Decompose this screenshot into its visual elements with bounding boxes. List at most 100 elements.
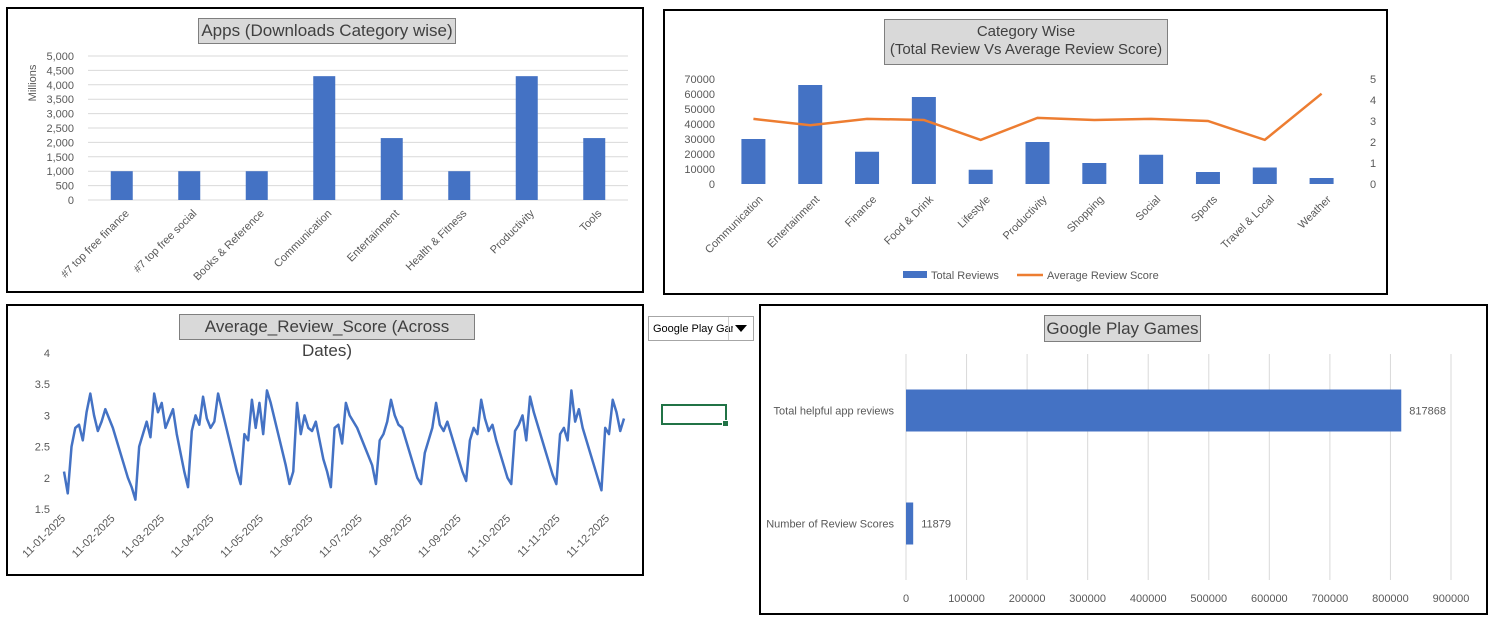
- y-tick-label: 1,500: [46, 152, 74, 164]
- category-chart-panel[interactable]: Category Wise (Total Review Vs Average R…: [663, 9, 1388, 295]
- y-tick-label: 1.5: [35, 504, 50, 516]
- games-chart-panel[interactable]: Google Play Games 0 100000 200000 300000 400…: [759, 304, 1488, 615]
- y-tick-label: 4,000: [46, 80, 74, 92]
- x-tick-label: Entertainment: [765, 194, 822, 251]
- y2-tick-label: 2: [1370, 137, 1376, 149]
- x-tick-label: Sports: [1189, 193, 1220, 224]
- x-tick-label: Tools: [578, 207, 605, 234]
- bar: [178, 171, 201, 200]
- x-tick-label: Shopping: [1065, 194, 1106, 235]
- y-tick-label: 0: [709, 179, 715, 191]
- bar: [1082, 163, 1107, 184]
- y-axis-label: Millions: [27, 64, 39, 101]
- bar: [245, 171, 268, 200]
- y-tick-label: 40000: [684, 119, 715, 131]
- x-tick-label: Communication: [272, 208, 335, 271]
- x-tick-label: 11-01-2025: [20, 513, 68, 561]
- x-tick-label: 11-03-2025: [119, 513, 167, 561]
- bar: [1025, 142, 1050, 184]
- x-tick-label: 500000: [1190, 593, 1227, 605]
- x-tick-label: Productivity: [488, 207, 537, 256]
- category-chart-title-line1: Category Wise: [976, 23, 1076, 40]
- bar: [1195, 172, 1220, 184]
- category-chart: 0 10000 20000 30000 40000 50000 60000 70000 0 1 2 3…: [684, 74, 1376, 282]
- game-filter-value: Google Play Games: [653, 322, 733, 335]
- y-tick-label: 2,500: [46, 123, 74, 135]
- x-tick-label: #7 top free finance: [59, 208, 132, 281]
- x-tick-label: 200000: [1009, 593, 1046, 605]
- x-tick-label: Communication: [703, 194, 766, 257]
- bar: [448, 171, 471, 200]
- x-tick-label: Social: [1134, 194, 1164, 224]
- y2-tick-label: 1: [1370, 158, 1376, 170]
- x-tick-label: Productivity: [1001, 193, 1050, 242]
- x-tick-label: Travel & Local: [1219, 194, 1277, 252]
- x-tick-label: Weather: [1296, 193, 1334, 231]
- legend-swatch-bars: [903, 271, 927, 278]
- x-tick-label: 0: [903, 593, 909, 605]
- y-tick-label: 3.5: [35, 379, 50, 391]
- bar: [741, 139, 766, 184]
- y-tick-label: 3,500: [46, 94, 74, 106]
- bar: [906, 389, 1402, 432]
- y-tick-label: 4: [44, 348, 50, 360]
- x-tick-label: 700000: [1312, 593, 1349, 605]
- x-tick-label: 100000: [948, 593, 985, 605]
- dates-chart: 1.5 2 2.5 3 3.5 4 11-01-2025 11-02-2025 11-03-20…: [20, 348, 626, 561]
- game-filter-dropdown[interactable]: Google Play Games: [648, 316, 754, 341]
- bar: [583, 138, 606, 200]
- bar: [1139, 154, 1164, 184]
- x-tick-label: Lifestyle: [956, 194, 993, 231]
- dates-chart-title: Average_Review_Score (Across Dates): [179, 314, 475, 360]
- y-tick-label: 4,500: [46, 65, 74, 77]
- bar: [968, 169, 993, 184]
- x-tick-label: 11-04-2025: [169, 513, 217, 561]
- y-tick-label: 2.5: [35, 442, 50, 454]
- y-category-label: Number of Review Scores: [766, 519, 894, 531]
- x-tick-label: Books & Reference: [191, 208, 267, 284]
- y-tick-label: 20000: [684, 149, 715, 161]
- y-tick-label: 5,000: [46, 51, 74, 63]
- bar: [110, 171, 133, 200]
- bar: [313, 76, 336, 200]
- y2-tick-label: 5: [1370, 74, 1376, 86]
- bar: [380, 138, 403, 200]
- selected-cell[interactable]: [661, 404, 729, 427]
- x-tick-label: Entertainment: [345, 208, 402, 265]
- x-tick-label: 11-05-2025: [218, 513, 266, 561]
- downloads-chart-panel[interactable]: Apps (Downloads Category wise) 0 500 1,000…: [6, 7, 644, 293]
- bar: [798, 85, 823, 184]
- y-tick-label: 3: [44, 410, 50, 422]
- y-tick-label: 70000: [684, 74, 715, 86]
- y2-tick-label: 4: [1370, 95, 1376, 107]
- dates-chart-panel[interactable]: Average_Review_Score (Across Dates) 1.5 2…: [6, 304, 644, 576]
- legend-label-bars: Total Reviews: [931, 270, 999, 282]
- chevron-down-icon[interactable]: [728, 317, 753, 340]
- y-tick-label: 30000: [684, 134, 715, 146]
- x-tick-label: 11-08-2025: [367, 513, 415, 561]
- bar: [1309, 178, 1334, 184]
- y-tick-label: 2,000: [46, 137, 74, 149]
- y-tick-label: 10000: [684, 164, 715, 176]
- bar: [911, 97, 936, 184]
- x-tick-label: 600000: [1251, 593, 1288, 605]
- x-tick-label: 400000: [1130, 593, 1167, 605]
- x-tick-label: 11-11-2025: [516, 513, 563, 560]
- x-tick-label: 11-02-2025: [70, 513, 118, 561]
- y2-tick-label: 3: [1370, 116, 1376, 128]
- score-line: [753, 92, 1323, 142]
- y-tick-label: 500: [56, 181, 74, 193]
- fill-handle[interactable]: [722, 420, 729, 427]
- x-tick-label: 11-07-2025: [317, 513, 365, 561]
- bar: [855, 151, 880, 184]
- bar: [906, 502, 914, 545]
- category-chart-title-line2: (Total Review Vs Average Review Score): [889, 41, 1163, 58]
- y-category-label: Total helpful app reviews: [774, 406, 895, 418]
- bar: [515, 76, 538, 200]
- downloads-chart: 0 500 1,000 1,500 2,000 2,500 3,000 3,500 4,000 4…: [27, 51, 628, 284]
- games-chart: 0 100000 200000 300000 400000 500000 600000 700…: [766, 354, 1469, 605]
- x-tick-label: 800000: [1372, 593, 1409, 605]
- x-tick-label: Food & Drink: [882, 193, 936, 247]
- games-chart-title: Google Play Games: [1044, 315, 1201, 342]
- downloads-chart-title: Apps (Downloads Category wise): [198, 18, 456, 44]
